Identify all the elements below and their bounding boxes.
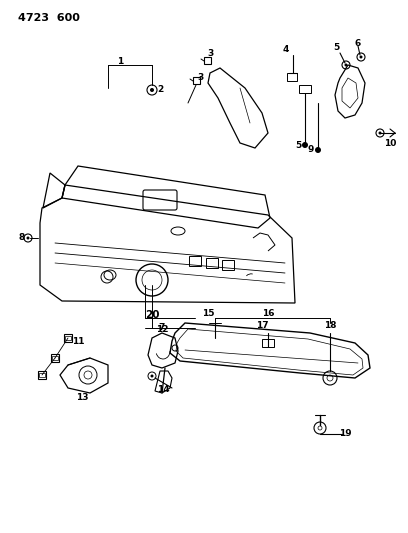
Circle shape [315,147,321,153]
Bar [287,73,297,81]
Circle shape [151,375,153,377]
Bar [189,256,201,266]
Text: 19: 19 [339,429,351,438]
Text: 5: 5 [295,141,301,149]
Bar [51,354,59,362]
Text: 10: 10 [384,139,396,148]
Bar [64,334,72,342]
Circle shape [359,55,362,59]
Bar [262,339,274,347]
Text: 6: 6 [355,38,361,47]
Text: 8: 8 [19,233,25,243]
Text: 18: 18 [324,320,336,329]
Bar [222,260,234,270]
Bar [299,85,311,93]
Bar [65,336,71,340]
Text: 12: 12 [156,326,168,335]
Bar [38,371,46,379]
Text: 2: 2 [157,85,163,94]
Text: 17: 17 [256,320,268,329]
Text: 16: 16 [262,309,274,318]
Bar [39,373,45,377]
Bar [204,57,211,64]
Circle shape [302,142,308,148]
Bar [206,258,218,268]
Text: 15: 15 [202,309,214,318]
Text: 1: 1 [117,58,123,67]
Bar [193,77,200,84]
Text: 13: 13 [76,393,88,402]
Text: 4723  600: 4723 600 [18,13,80,23]
Text: 20: 20 [145,310,159,320]
Text: 3: 3 [197,74,203,83]
Circle shape [27,237,29,239]
Circle shape [344,63,348,67]
Text: 9: 9 [308,146,314,155]
Text: 11: 11 [72,336,84,345]
Text: 4: 4 [283,45,289,54]
Text: 5: 5 [333,44,339,52]
Text: 3: 3 [207,49,213,58]
Circle shape [379,132,381,134]
Text: 14: 14 [157,385,169,394]
Circle shape [150,88,154,92]
Bar [52,356,58,360]
Text: 7: 7 [159,324,165,333]
